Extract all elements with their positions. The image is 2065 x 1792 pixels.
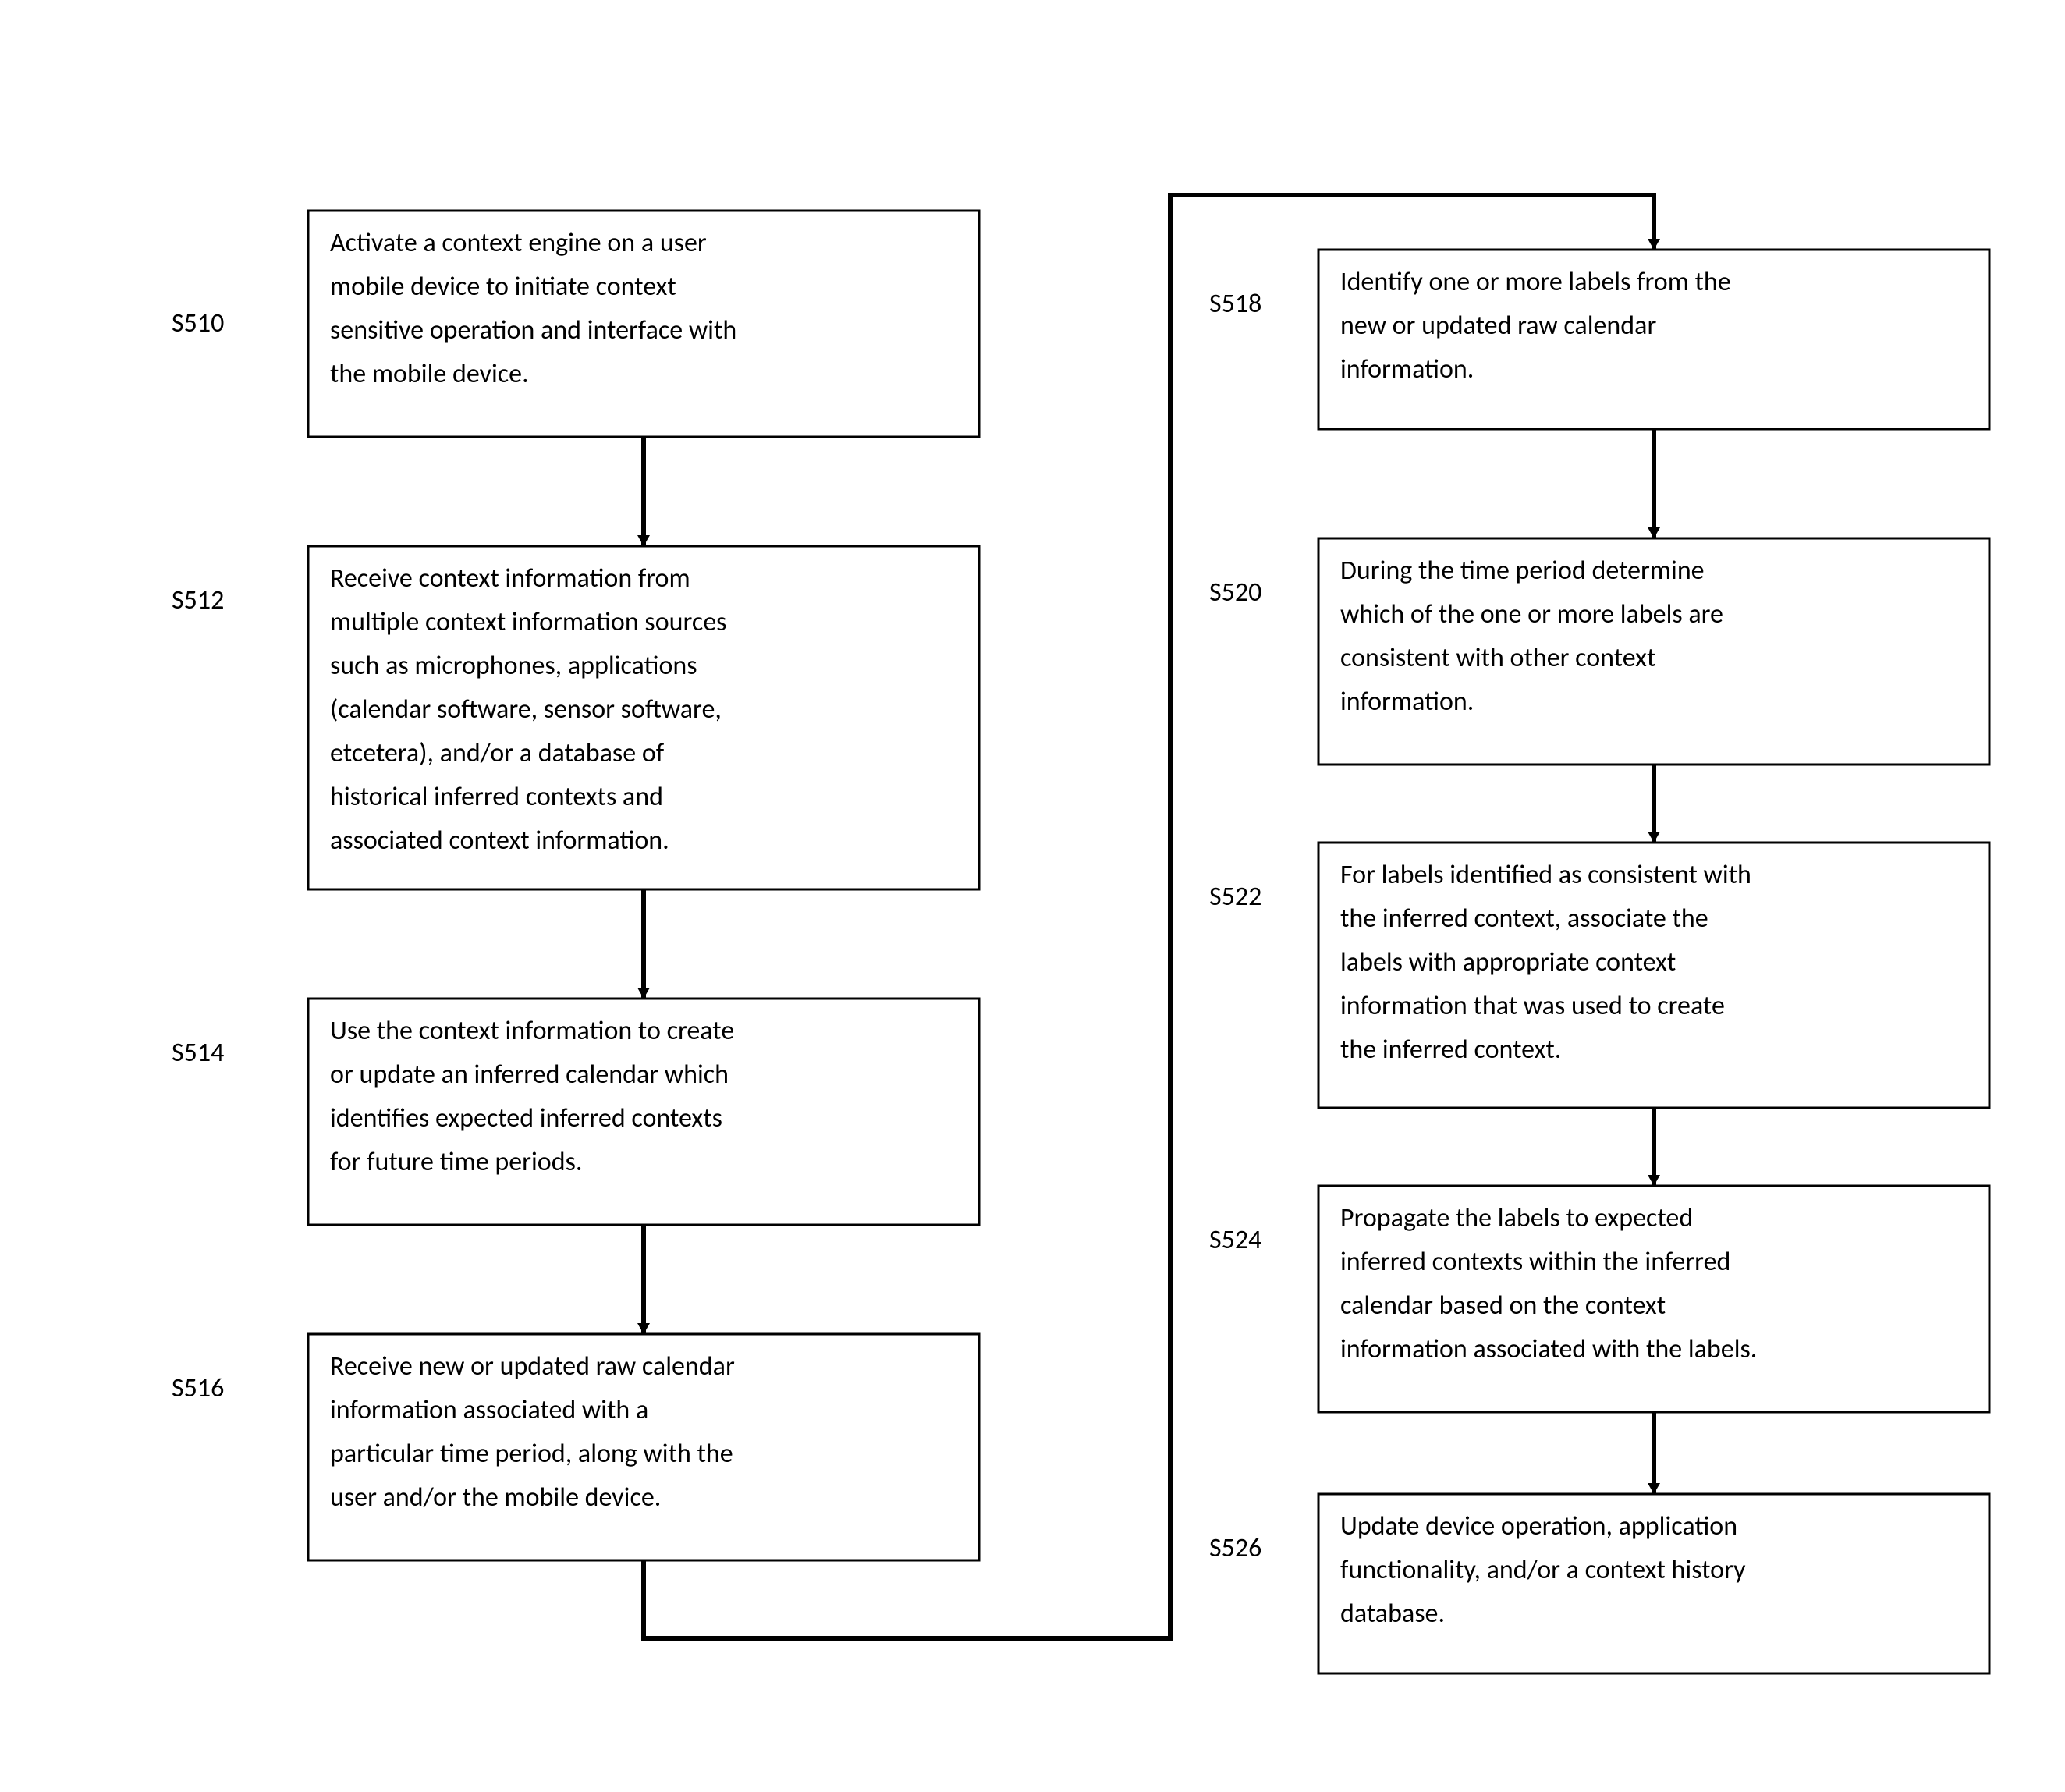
flow-step-S518: S518Identify one or more labels from the… xyxy=(1209,250,1989,429)
step-label: S516 xyxy=(172,1372,224,1404)
flow-step-S520: S520During the time period determinewhic… xyxy=(1209,538,1989,765)
step-label: S510 xyxy=(172,307,224,339)
flow-step-S522: S522For labels identified as consistent … xyxy=(1209,843,1989,1108)
flow-step-S516: S516Receive new or updated raw calendari… xyxy=(172,1334,979,1560)
flowchart-canvas: S510Activate a context engine on a userm… xyxy=(0,0,2065,1792)
flow-step-S526: S526Update device operation, application… xyxy=(1209,1494,1989,1673)
step-label: S512 xyxy=(172,584,224,616)
step-label: S524 xyxy=(1209,1224,1261,1256)
flow-step-S524: S524Propagate the labels to expectedinfe… xyxy=(1209,1186,1989,1412)
step-label: S522 xyxy=(1209,881,1261,913)
nodes: S510Activate a context engine on a userm… xyxy=(172,211,1989,1673)
step-label: S518 xyxy=(1209,288,1261,320)
flow-step-S510: S510Activate a context engine on a userm… xyxy=(172,211,979,437)
step-label: S526 xyxy=(1209,1532,1261,1564)
flow-step-S514: S514Use the context information to creat… xyxy=(172,999,979,1225)
step-label: S520 xyxy=(1209,577,1261,609)
flow-step-S512: S512Receive context information frommult… xyxy=(172,546,979,889)
step-label: S514 xyxy=(172,1037,224,1069)
